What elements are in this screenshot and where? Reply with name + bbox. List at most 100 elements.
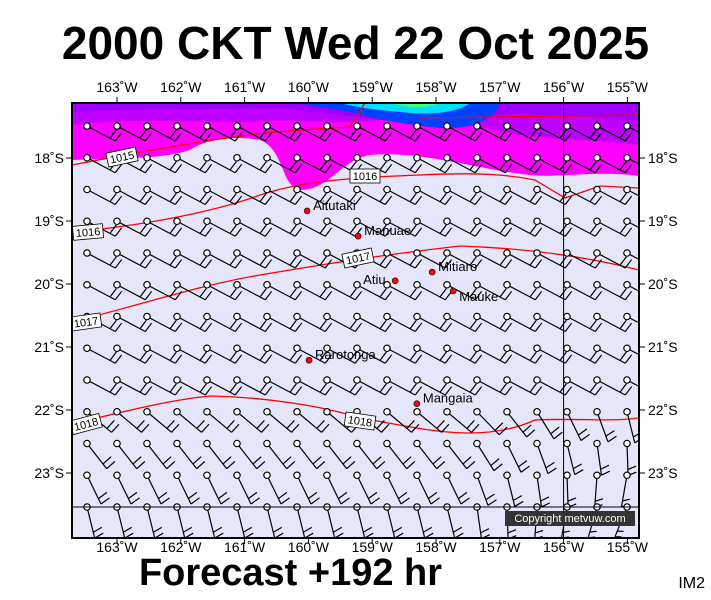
station-circle [143, 217, 151, 226]
barb-shaft [476, 379, 506, 396]
station-circle [383, 185, 391, 194]
barb-shaft [206, 157, 236, 174]
station-circle [203, 185, 211, 194]
station-circle [143, 122, 151, 130]
station-circle [263, 249, 271, 257]
barb-shaft [416, 252, 446, 269]
barb-feather [114, 195, 123, 205]
wind-barb [353, 122, 393, 142]
barb-feather [158, 491, 168, 500]
barb-shaft [446, 220, 476, 237]
barb-feather [190, 497, 200, 505]
barb-feather [109, 383, 117, 393]
station-circle [593, 376, 601, 384]
station-circle [233, 344, 241, 353]
barb-feather [655, 228, 661, 236]
barb-feather [567, 497, 577, 502]
barb-feather [462, 456, 472, 465]
wind-barb [443, 439, 476, 470]
barb-feather [114, 322, 123, 332]
barb-shaft [296, 379, 326, 396]
barb-feather [349, 161, 357, 171]
barb-shaft [566, 475, 569, 508]
wind-barb [113, 471, 140, 505]
barb-feather [259, 192, 267, 203]
barb-feather [204, 290, 213, 301]
barb-feather [264, 195, 273, 205]
barb-feather [381, 423, 390, 433]
station-circle [263, 122, 271, 130]
isobar-label-box [349, 168, 381, 184]
station-circle [353, 217, 361, 226]
wind-barb [383, 185, 423, 206]
station-circle [293, 185, 301, 194]
station-circle [293, 376, 301, 384]
barb-feather [324, 227, 333, 237]
barb-shaft [296, 506, 306, 538]
shade-green [390, 103, 440, 108]
wind-barb [623, 185, 639, 197]
isobar-label: 1017 [341, 247, 375, 269]
wind-barb [293, 249, 333, 269]
lon-label: 158˚W [415, 539, 457, 555]
island-marker [391, 277, 399, 285]
barb-shaft [356, 474, 372, 505]
barb-feather [354, 290, 363, 301]
barb-feather [487, 499, 497, 506]
wind-barb [413, 312, 453, 333]
station-circle [113, 312, 121, 321]
barb-feather [109, 256, 117, 266]
isobar-label-text: 1016 [353, 171, 377, 183]
wind-barb [203, 249, 243, 269]
station-circle [383, 471, 391, 480]
barb-feather [354, 322, 363, 332]
station-circle [443, 312, 451, 321]
wind-barb [203, 471, 230, 505]
barb-shaft [596, 157, 626, 174]
barb-feather [409, 224, 417, 234]
station-circle [623, 407, 631, 416]
barb-shaft [626, 125, 639, 134]
station-circle [563, 312, 571, 321]
barb-shaft [566, 157, 596, 174]
barb-feather [436, 460, 446, 470]
map-layer: 1015 1016 1016 1017 1017 1018 1018 Aitutaki Manu… [72, 103, 661, 538]
barb-feather [259, 319, 267, 330]
wind-barb [113, 217, 153, 237]
barb-feather [316, 460, 326, 470]
barb-feather [114, 290, 123, 301]
wind-barb [503, 280, 543, 301]
station-circle [503, 280, 511, 289]
wind-barb [173, 407, 210, 433]
station-circle [473, 217, 481, 226]
wind-barb [83, 122, 123, 142]
barb-shaft [386, 474, 402, 505]
barb-shaft [596, 284, 626, 301]
barb-shaft [266, 157, 296, 174]
barb-feather [192, 456, 202, 465]
wind-barb [443, 122, 483, 142]
barb-feather [264, 290, 273, 301]
barb-shaft [236, 157, 266, 174]
barb-feather [384, 290, 393, 301]
wind-barb [173, 312, 213, 333]
barb-feather [349, 319, 357, 330]
isobar-label-text: 1017 [73, 315, 99, 330]
barb-feather [289, 319, 297, 330]
barb-feather [655, 260, 661, 268]
wind-barb [173, 153, 213, 174]
barb-feather [469, 256, 477, 266]
barb-feather [466, 419, 475, 429]
barb-shaft [596, 220, 626, 237]
barb-feather [469, 129, 477, 139]
station-circle [203, 439, 211, 448]
wind-barb [293, 122, 333, 142]
map-frame [71, 102, 640, 539]
wind-barb [173, 280, 213, 301]
barb-feather [534, 259, 543, 269]
barb-shaft [206, 284, 236, 301]
station-circle [83, 249, 91, 257]
station-circle [293, 312, 301, 321]
lon-label: 159˚W [352, 539, 394, 555]
page-title: 2000 CKT Wed 22 Oct 2025 [61, 17, 650, 69]
